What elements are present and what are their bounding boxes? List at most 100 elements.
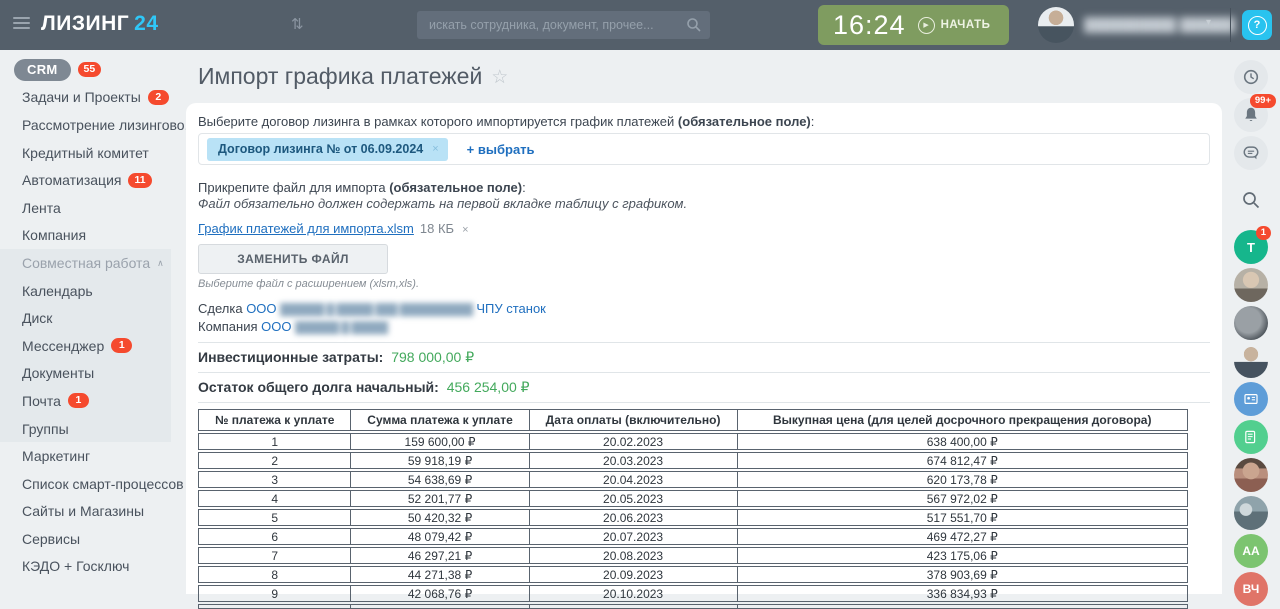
sidebar-item[interactable]: Сервисы <box>0 525 185 553</box>
chevron-down-icon[interactable]: ▾ <box>1206 17 1212 28</box>
play-icon: ▶ <box>917 16 935 34</box>
chat-avatar-contact-card[interactable] <box>1234 382 1268 416</box>
search-input[interactable] <box>417 11 710 39</box>
start-workday-button[interactable]: НАЧАТЬ <box>940 19 991 31</box>
sidebar-item[interactable]: CRM 55 <box>0 56 185 84</box>
chat-unread-badge: 1 <box>1255 226 1271 240</box>
sidebar-item[interactable]: Почта 1 <box>0 387 171 415</box>
initial-debt-line: Остаток общего долга начальный: 456 254,… <box>198 379 1210 396</box>
sidebar-item[interactable]: Автоматизация 11 <box>0 166 185 194</box>
investment-costs-label: Инвестиционные затраты: <box>198 349 384 365</box>
contract-select-field[interactable]: Договор лизинга № от 06.09.2024 × + выбра… <box>198 133 1210 165</box>
sidebar-item[interactable]: Документы <box>0 359 171 388</box>
divider <box>198 342 1210 343</box>
chat-avatar-news[interactable] <box>1234 420 1268 454</box>
notification-badge: 55 <box>77 62 102 78</box>
payment-date-cell: 20.04.2023 <box>529 471 738 488</box>
search-icon[interactable] <box>1234 183 1268 217</box>
file-requirement-note: Файл обязательно должен содержать на пер… <box>198 196 688 211</box>
user-name[interactable]: ██████████ ██████ <box>1084 17 1235 32</box>
chat-avatar-aa[interactable]: АА <box>1234 534 1268 568</box>
sidebar-item[interactable]: Рассмотрение лизингово... <box>0 111 196 139</box>
attached-file-row: График платежей для импорта.xlsm 18 КБ × <box>198 221 1210 236</box>
work-timer[interactable]: 16:24 ▶ НАЧАТЬ <box>818 5 1009 45</box>
menu-hamburger-icon[interactable] <box>13 17 30 31</box>
payment-schedule-table: № платежа к уплате Сумма платежа к уплат… <box>198 409 1188 609</box>
payment-amount-cell: 159 600,00 ₽ <box>351 433 530 450</box>
page-title-text: Импорт графика платежей <box>198 63 483 89</box>
sidebar-item[interactable]: Календарь <box>0 276 171 305</box>
sidebar-item[interactable]: Список смарт-процессов <box>0 470 185 498</box>
chat-avatar-photo[interactable] <box>1234 496 1268 530</box>
chat-bubble-icon[interactable] <box>1234 136 1268 170</box>
logo-text: ЛИЗИНГ <box>41 12 130 35</box>
chat-avatar-vch[interactable]: ВЧ <box>1234 572 1268 606</box>
remove-file-icon[interactable]: × <box>462 224 469 236</box>
payment-number-cell: 7 <box>198 547 352 564</box>
time-management-icon[interactable] <box>1234 60 1268 94</box>
user-avatar[interactable] <box>1038 7 1074 43</box>
company-link[interactable]: ООО ██████ █ █████ <box>261 318 388 334</box>
sidebar-item[interactable]: Лента <box>0 194 185 222</box>
notification-badge: 1 <box>67 393 89 409</box>
app-logo[interactable]: ЛИЗИНГ 24 <box>41 12 159 36</box>
deal-link[interactable]: ООО ██████ █ █████ ███ ██████████ ЧПУ ст… <box>246 301 546 316</box>
sidebar-item[interactable]: Группы <box>0 414 171 443</box>
buyout-price-cell: 423 175,06 ₽ <box>737 547 1188 564</box>
deal-info: Сделка ООО ██████ █ █████ ███ ██████████… <box>198 301 1210 336</box>
file-size: 18 КБ <box>419 221 455 236</box>
chat-avatar-photo[interactable] <box>1234 268 1268 302</box>
deal-label: Сделка <box>198 301 243 316</box>
payment-date-cell: 20.02.2023 <box>529 433 738 450</box>
add-contract-link[interactable]: + выбрать <box>466 141 535 157</box>
table-row: 3 54 638,69 ₽ 20.04.2023 620 173,78 ₽ <box>198 471 1188 488</box>
payment-number-cell: 2 <box>198 452 352 469</box>
contract-tag[interactable]: Договор лизинга № от 06.09.2024 × <box>207 137 448 161</box>
sidebar-item[interactable]: Маркетинг <box>0 442 185 470</box>
replace-file-button[interactable]: ЗАМЕНИТЬ ФАЙЛ <box>198 244 388 274</box>
global-search <box>417 11 710 39</box>
payment-date-cell: 20.08.2023 <box>529 547 738 564</box>
redacted-deal-name: ██████ █ █████ ███ ██████████ <box>280 304 473 316</box>
company-line: Компания ООО ██████ █ █████ <box>198 319 1210 337</box>
help-button[interactable]: ? <box>1242 10 1272 40</box>
sidebar-item[interactable]: Диск <box>0 304 171 332</box>
sidebar-item[interactable]: Совместная работа ∧ <box>0 249 171 277</box>
notifications-bell-icon[interactable]: 99+ <box>1234 94 1276 132</box>
table-header-row: № платежа к уплате Сумма платежа к уплат… <box>198 409 1188 431</box>
buyout-price-cell <box>737 604 1188 609</box>
page-title: Импорт графика платежей ☆ <box>198 63 1222 90</box>
payment-date-cell: 20.07.2023 <box>529 528 738 545</box>
sidebar-item-label: Совместная работа <box>22 254 151 271</box>
favorite-star-icon[interactable]: ☆ <box>491 67 509 88</box>
switch-accounts-icon[interactable]: ⇅ <box>291 16 304 33</box>
sidebar-item[interactable]: Задачи и Проекты 2 <box>0 84 185 112</box>
table-row-partial <box>198 604 1188 609</box>
chat-avatar-photo[interactable] <box>1234 458 1268 492</box>
file-link[interactable]: График платежей для импорта.xlsm <box>198 221 414 236</box>
sidebar-item[interactable]: Кредитный комитет <box>0 139 185 167</box>
chat-avatar-photo[interactable] <box>1234 306 1268 340</box>
payment-amount-cell: 59 918,19 ₽ <box>351 452 530 469</box>
file-extension-hint: Выберите файл с расширением (xlsm,xls). <box>198 278 420 290</box>
remove-tag-icon[interactable]: × <box>432 142 439 155</box>
chat-avatar-photo[interactable] <box>1234 344 1268 378</box>
investment-costs-value: 798 000,00 ₽ <box>391 349 475 365</box>
search-icon[interactable] <box>686 17 702 33</box>
divider <box>198 372 1210 373</box>
payment-date-cell: 20.05.2023 <box>529 490 738 507</box>
redacted-company-name: ██████ █ █████ <box>295 321 388 334</box>
sidebar-item-label: Список смарт-процессов <box>22 475 184 492</box>
contract-field-label: Выберите договор лизинга в рамках которо… <box>198 114 815 129</box>
payment-number-cell: 5 <box>198 509 352 526</box>
sidebar-item-label: Лента <box>22 199 61 216</box>
sidebar-item[interactable]: Сайты и Магазины <box>0 498 185 526</box>
payment-number-cell <box>198 604 352 609</box>
sidebar-item[interactable]: КЭДО + Госключ <box>0 553 185 581</box>
sidebar-item-label: КЭДО + Госключ <box>22 558 130 575</box>
sidebar-item[interactable]: Мессенджер 1 <box>0 331 171 360</box>
sidebar-item[interactable]: Компания <box>0 222 185 250</box>
initial-debt-label: Остаток общего долга начальный: <box>198 379 439 395</box>
